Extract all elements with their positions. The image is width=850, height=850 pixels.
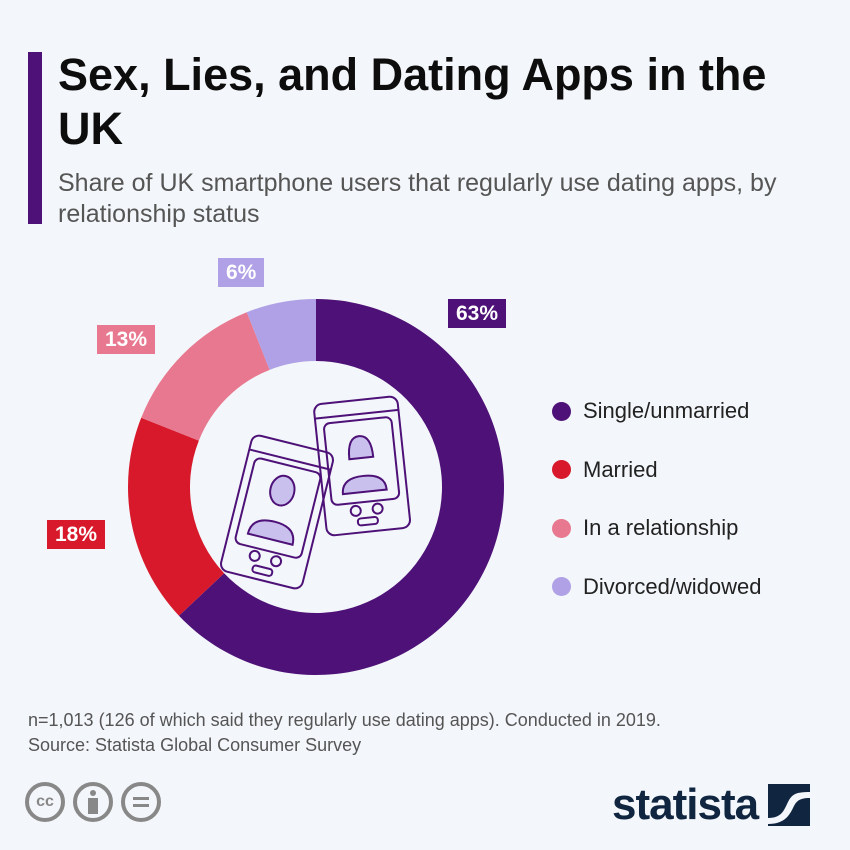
legend: Single/unmarried Married In a relationsh… [552, 382, 762, 616]
legend-swatch [552, 577, 571, 597]
legend-item: In a relationship [552, 499, 762, 558]
chart-subtitle: Share of UK smartphone users that regula… [58, 169, 777, 228]
by-icon[interactable] [73, 782, 113, 822]
legend-swatch [552, 460, 571, 480]
donut-slice-married [127, 417, 225, 616]
data-label-divorced: 6% [218, 258, 265, 287]
sample-note: n=1,013 (126 of which said they regularl… [28, 710, 661, 730]
logo-text: statista [612, 780, 759, 829]
data-label-single: 63% [448, 299, 507, 328]
data-label-relationship: 13% [97, 325, 156, 354]
legend-swatch [552, 518, 571, 538]
legend-item: Married [552, 441, 762, 500]
accent-bar [28, 52, 42, 224]
nd-icon[interactable] [121, 782, 161, 822]
legend-label: Married [583, 456, 658, 482]
data-label-married: 18% [47, 520, 106, 549]
legend-label: Divorced/widowed [583, 573, 762, 599]
source-note: Source: Statista Global Consumer Survey [28, 735, 362, 755]
donut-slice-in-a-relationship [141, 312, 270, 441]
footnote: n=1,013 (126 of which said they regularl… [28, 708, 661, 758]
cc-icon[interactable]: cc [25, 782, 65, 822]
legend-item: Divorced/widowed [552, 558, 762, 617]
legend-label: Single/unmarried [583, 398, 750, 424]
phones-illustration [220, 395, 411, 590]
legend-label: In a relationship [583, 515, 739, 541]
donut-slice-divorced-widowed [246, 299, 316, 370]
license-icons[interactable]: cc [25, 782, 161, 822]
statista-logo[interactable]: statista [612, 780, 811, 830]
donut-slice-single-unmarried [178, 299, 504, 675]
legend-swatch [552, 401, 571, 421]
legend-item: Single/unmarried [552, 382, 762, 441]
statista-logo-icon [768, 784, 811, 826]
chart-title: Sex, Lies, and Dating Apps in the UK [58, 49, 767, 154]
